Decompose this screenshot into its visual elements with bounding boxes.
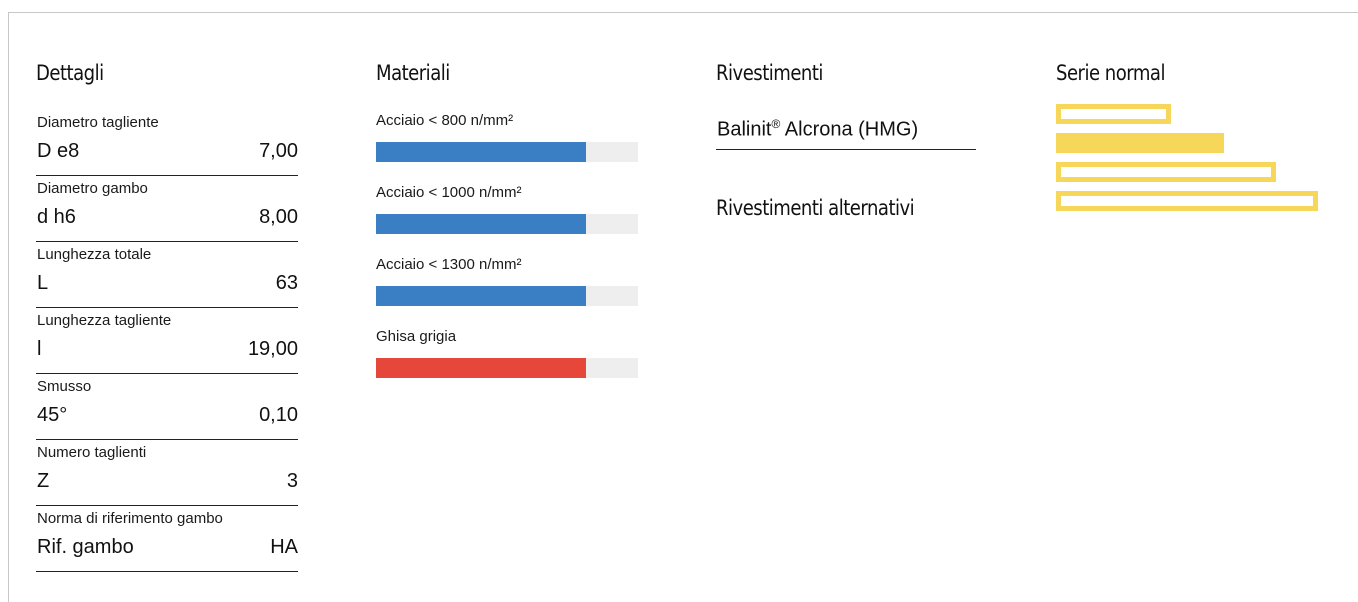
material-label: Acciaio < 1300 n/mm²	[376, 256, 522, 273]
material-label: Ghisa grigia	[376, 328, 457, 345]
material-label: Acciaio < 800 n/mm²	[376, 112, 514, 129]
detail-label: Norma di riferimento gambo	[37, 510, 223, 527]
detail-symbol: l	[37, 338, 42, 360]
details-list: Diametro tagliente D e8 7,00 Diametro ga…	[36, 110, 298, 572]
registered-mark: ®	[771, 117, 781, 131]
detail-value: 7,00	[259, 140, 298, 162]
detail-row: Diametro tagliente D e8 7,00	[36, 110, 298, 176]
detail-row: Diametro gambo d h6 8,00	[36, 176, 298, 242]
series-length-indicator	[1056, 104, 1318, 214]
detail-symbol: D e8	[37, 140, 80, 162]
material-label: Acciaio < 1000 n/mm²	[376, 184, 522, 201]
detail-value: 3	[286, 470, 298, 492]
detail-symbol: L	[37, 272, 49, 294]
material-bar-fill	[376, 358, 586, 378]
materials-title: Materiali	[376, 61, 450, 85]
detail-label: Diametro tagliente	[37, 114, 159, 131]
series-bar	[1056, 162, 1276, 182]
coating-brand: Balinit	[717, 118, 772, 141]
detail-label: Numero taglienti	[37, 444, 147, 461]
detail-symbol: d h6	[37, 206, 76, 228]
coating-variant: Alcrona (HMG)	[780, 118, 919, 141]
detail-value: 8,00	[259, 206, 298, 228]
detail-label: Smusso	[37, 378, 92, 395]
detail-label: Lunghezza totale	[37, 246, 152, 263]
series-bar	[1056, 104, 1171, 124]
detail-label: Lunghezza tagliente	[37, 312, 172, 329]
material-bar-track	[376, 286, 638, 306]
detail-symbol: Rif. gambo	[37, 536, 134, 558]
detail-symbol: 45°	[37, 404, 68, 426]
material-item: Acciaio < 1300 n/mm²	[376, 252, 638, 324]
material-bar-track	[376, 142, 638, 162]
coatings-title: Rivestimenti	[716, 61, 823, 85]
detail-row: Lunghezza totale L 63	[36, 242, 298, 308]
series-bar-selected	[1056, 133, 1224, 153]
detail-value: 63	[275, 272, 298, 294]
material-item: Acciaio < 1000 n/mm²	[376, 180, 638, 252]
detail-row: Norma di riferimento gambo Rif. gambo HA	[36, 506, 298, 572]
material-item: Ghisa grigia	[376, 324, 638, 396]
alternative-coatings-title: Rivestimenti alternativi	[716, 196, 915, 220]
detail-label: Diametro gambo	[37, 180, 148, 197]
detail-row: Numero taglienti Z 3	[36, 440, 298, 506]
detail-value: 0,10	[259, 404, 298, 426]
detail-symbol: Z	[37, 470, 50, 492]
series-title: Serie normal	[1056, 61, 1165, 85]
detail-value: 19,00	[247, 338, 298, 360]
coating-name: Balinit® Alcrona (HMG)	[717, 117, 918, 142]
material-bar-fill	[376, 286, 586, 306]
series-bar	[1056, 191, 1318, 211]
material-bar-track	[376, 214, 638, 234]
material-bar-track	[376, 358, 638, 378]
materials-list: Acciaio < 800 n/mm² Acciaio < 1000 n/mm²…	[376, 108, 638, 396]
coating-selector[interactable]: Balinit® Alcrona (HMG)	[716, 112, 976, 150]
detail-row: Smusso 45° 0,10	[36, 374, 298, 440]
detail-row: Lunghezza tagliente l 19,00	[36, 308, 298, 374]
material-bar-fill	[376, 142, 586, 162]
content-frame	[8, 12, 1358, 602]
details-title: Dettagli	[36, 61, 104, 85]
material-bar-fill	[376, 214, 586, 234]
material-item: Acciaio < 800 n/mm²	[376, 108, 638, 180]
detail-value: HA	[270, 536, 298, 558]
